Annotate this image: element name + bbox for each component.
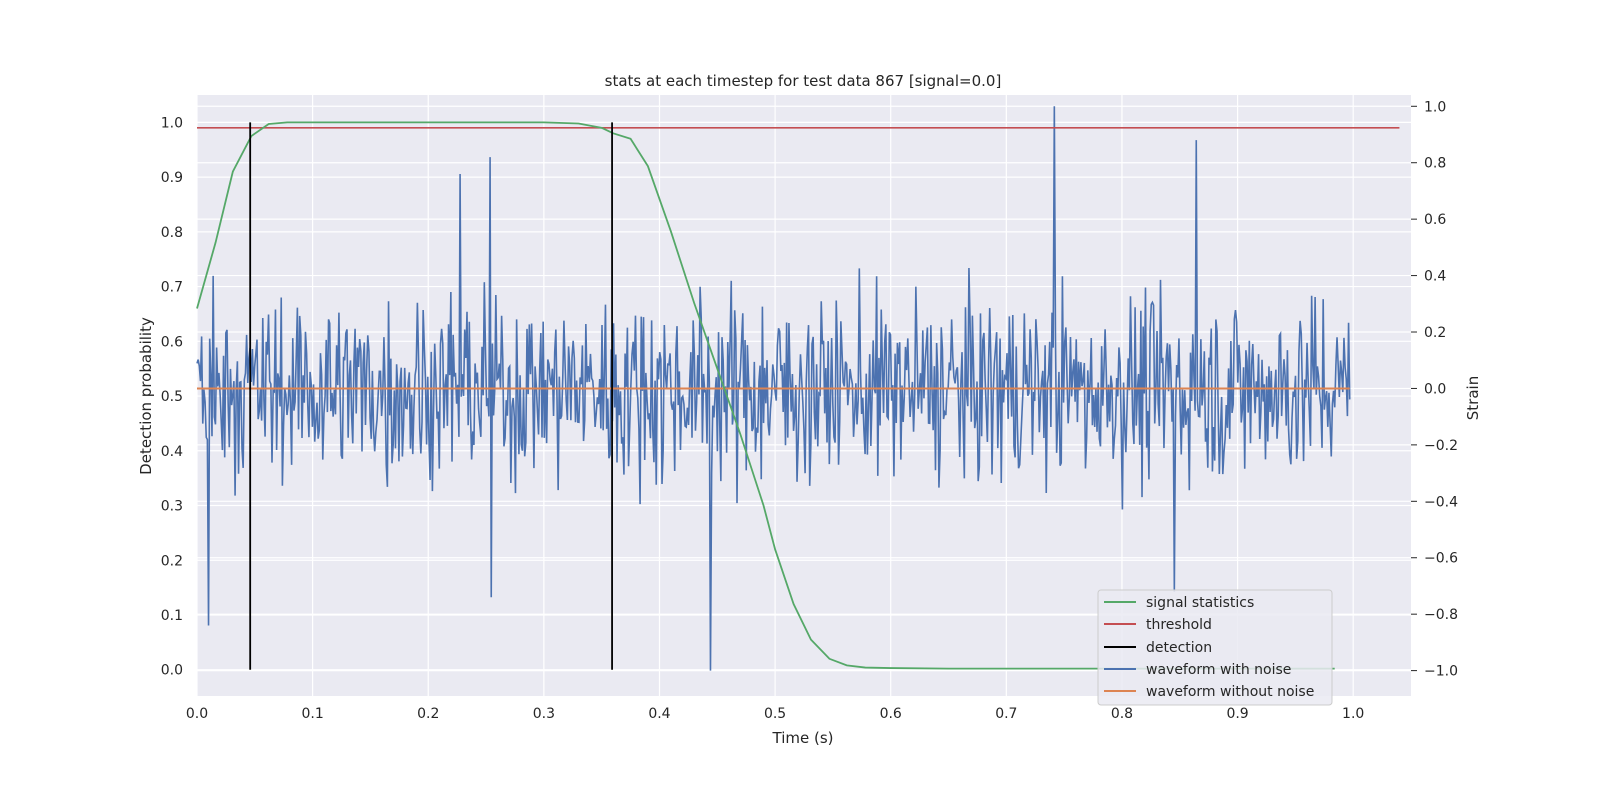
legend-label-signal-statistics: signal statistics <box>1146 595 1254 611</box>
y2-tick-label: 0.2 <box>1424 325 1446 341</box>
y2-tick-label: 0.6 <box>1424 212 1446 228</box>
x-axis-title: Time (s) <box>772 729 834 747</box>
legend-label-waveform-with-noise: waveform with noise <box>1146 662 1291 678</box>
y-tick-label: 0.4 <box>161 444 183 460</box>
legend-label-threshold: threshold <box>1146 617 1212 633</box>
y2-tick-label: −0.4 <box>1424 494 1458 510</box>
y2-axis-title: Strain <box>1464 376 1482 420</box>
y2-tick-label: −1.0 <box>1424 664 1458 680</box>
y-tick-label: 0.8 <box>161 225 183 241</box>
x-tick-label: 0.0 <box>186 706 208 722</box>
y-tick-label: 0.1 <box>161 608 183 624</box>
x-axis-ticks: 0.0 0.1 0.2 0.3 0.4 0.5 0.6 0.7 0.8 0.9 1.0 <box>186 706 1364 722</box>
y2-tick-label: 0.0 <box>1424 381 1446 397</box>
legend-label-detection: detection <box>1146 640 1212 656</box>
legend: signal statistics threshold detection wa… <box>1097 589 1333 706</box>
x-tick-label: 0.7 <box>995 706 1017 722</box>
x-tick-label: 0.6 <box>880 706 902 722</box>
x-tick-label: 0.3 <box>533 706 555 722</box>
x-tick-label: 0.4 <box>648 706 670 722</box>
y2-tick-label: −0.2 <box>1424 438 1458 454</box>
x-tick-label: 0.2 <box>417 706 439 722</box>
y-tick-label: 1.0 <box>161 115 183 131</box>
x-tick-label: 0.5 <box>764 706 786 722</box>
legend-box <box>1097 589 1333 706</box>
y2-tick-label: 0.4 <box>1424 269 1446 285</box>
series-layer <box>196 106 1400 671</box>
x-tick-label: 1.0 <box>1342 706 1364 722</box>
y-tick-label: 0.3 <box>161 499 183 515</box>
y-tick-label: 0.9 <box>161 170 183 186</box>
y2-tick-label: 0.8 <box>1424 156 1446 172</box>
y-axis-ticks: 0.0 0.1 0.2 0.3 0.4 0.5 0.6 0.7 0.8 0.9 1.0 <box>161 115 183 678</box>
legend-label-waveform-without-noise: waveform without noise <box>1146 684 1314 700</box>
x-tick-label: 0.8 <box>1111 706 1133 722</box>
y2-tick-label: −0.6 <box>1424 551 1458 567</box>
y2-tick-label: −0.8 <box>1424 607 1458 623</box>
y-tick-label: 0.6 <box>161 334 183 350</box>
x-tick-label: 0.1 <box>301 706 323 722</box>
y-axis-title: Detection probability <box>137 317 155 475</box>
waveform-with-noise-line <box>196 106 1351 671</box>
y-tick-label: 0.5 <box>161 389 183 405</box>
signal-statistics-line <box>196 121 1335 670</box>
y2-axis-ticks: −1.0 −0.8 −0.6 −0.4 −0.2 0.0 0.2 0.4 0.6 0.8 1.0 <box>1411 99 1458 680</box>
x-tick-label: 0.9 <box>1226 706 1248 722</box>
y-tick-label: 0.7 <box>161 280 183 296</box>
y-tick-label: 0.2 <box>161 553 183 569</box>
y-tick-label: 0.0 <box>161 663 183 679</box>
chart-title: stats at each timestep for test data 867… <box>605 72 1002 90</box>
y2-tick-label: 1.0 <box>1424 99 1446 115</box>
